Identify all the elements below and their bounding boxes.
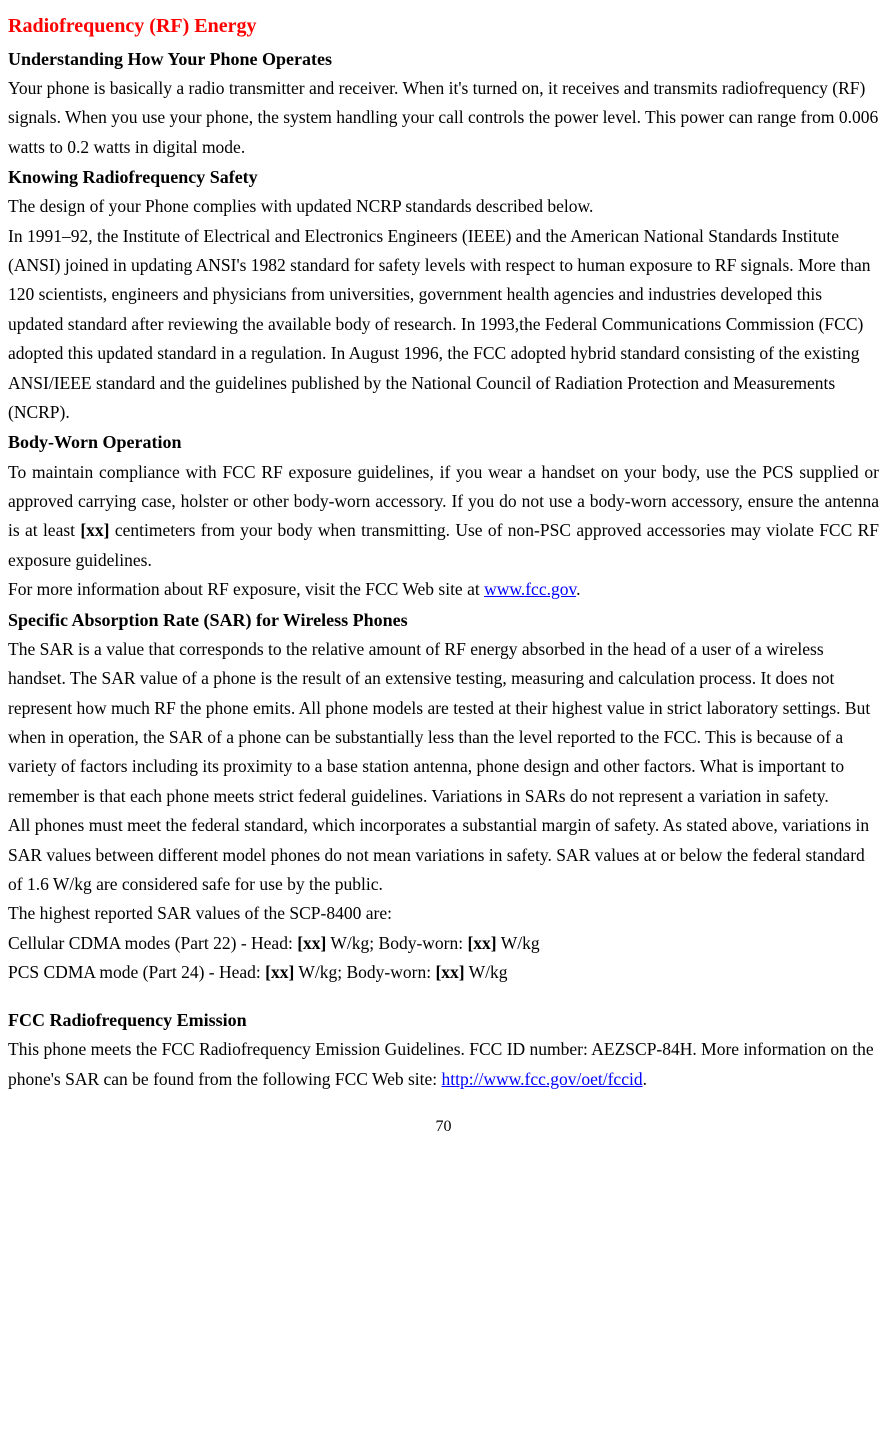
sar-pcs: PCS CDMA mode (Part 24) - Head: [xx] W/k…: [8, 958, 879, 987]
fcc-link[interactable]: www.fcc.gov: [484, 579, 576, 599]
cellular-pre: Cellular CDMA modes (Part 22) - Head:: [8, 933, 297, 953]
bodyworn-body1-post: centimeters from your body when transmit…: [8, 520, 879, 569]
pcs-mid: W/kg; Body-worn:: [294, 962, 435, 982]
pcs-pre: PCS CDMA mode (Part 24) - Head:: [8, 962, 265, 982]
understanding-heading: Understanding How Your Phone Operates: [8, 44, 879, 74]
bodyworn-body2-post: .: [576, 579, 580, 599]
cellular-mid: W/kg; Body-worn:: [326, 933, 467, 953]
cellular-body-value: [xx]: [467, 933, 496, 953]
pcs-post: W/kg: [465, 962, 508, 982]
sar-body1: The SAR is a value that corresponds to t…: [8, 635, 879, 811]
bodyworn-body2-pre: For more information about RF exposure, …: [8, 579, 484, 599]
spacer: [8, 987, 879, 1005]
sar-cellular: Cellular CDMA modes (Part 22) - Head: [x…: [8, 929, 879, 958]
bodyworn-heading: Body-Worn Operation: [8, 427, 879, 457]
fcc-body: This phone meets the FCC Radiofrequency …: [8, 1035, 879, 1094]
sar-body2: All phones must meet the federal standar…: [8, 811, 879, 899]
sar-heading: Specific Absorption Rate (SAR) for Wirel…: [8, 605, 879, 635]
cellular-head-value: [xx]: [297, 933, 326, 953]
understanding-body: Your phone is basically a radio transmit…: [8, 74, 879, 162]
pcs-body-value: [xx]: [435, 962, 464, 982]
pcs-head-value: [xx]: [265, 962, 294, 982]
fcc-oet-link[interactable]: http://www.fcc.gov/oet/fccid: [442, 1069, 643, 1089]
fcc-body-post: .: [643, 1069, 647, 1089]
main-title: Radiofrequency (RF) Energy: [8, 10, 879, 44]
bodyworn-body1: To maintain compliance with FCC RF expos…: [8, 458, 879, 576]
cellular-post: W/kg: [497, 933, 540, 953]
bodyworn-placeholder: [xx]: [80, 520, 109, 540]
fcc-heading: FCC Radiofrequency Emission: [8, 1005, 879, 1035]
sar-body3: The highest reported SAR values of the S…: [8, 899, 879, 928]
knowing-body1: The design of your Phone complies with u…: [8, 192, 879, 221]
bodyworn-body2: For more information about RF exposure, …: [8, 575, 879, 604]
page-number: 70: [8, 1114, 879, 1141]
knowing-heading: Knowing Radiofrequency Safety: [8, 162, 879, 192]
knowing-body2: In 1991–92, the Institute of Electrical …: [8, 222, 879, 428]
